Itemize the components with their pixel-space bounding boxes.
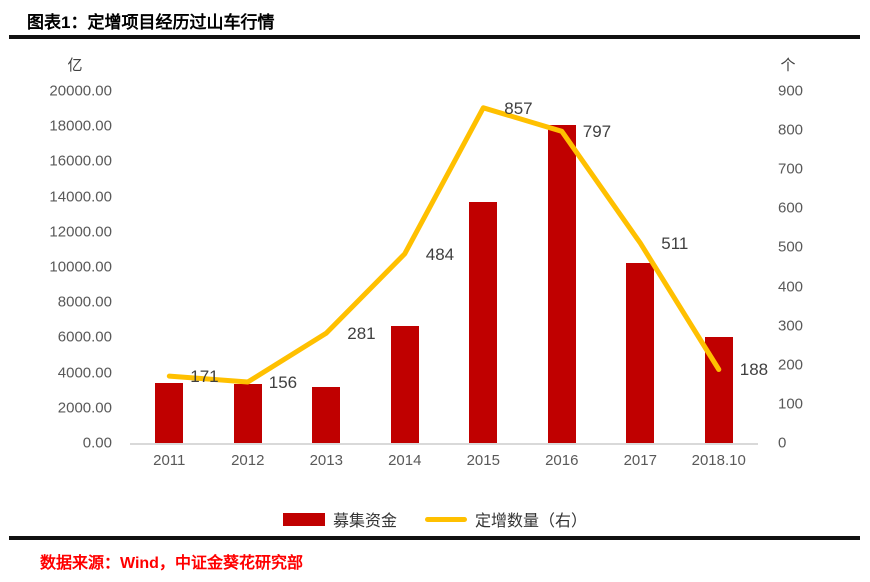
bar-2014: [390, 325, 419, 443]
figure-title: 图表1：定增项目经历过山车行情: [27, 13, 275, 32]
line-point-label-2013: 281: [347, 324, 376, 344]
x-axis-label-2011: 2011: [153, 452, 186, 469]
left-axis-tick: 14000.00: [49, 188, 112, 206]
line-point-label-2016: 797: [582, 122, 612, 142]
right-axis-tick: 700: [778, 160, 804, 178]
right-axis-tick: 100: [778, 395, 804, 413]
bar-2012: [233, 384, 262, 443]
right-axis-unit-label: 个: [780, 57, 796, 74]
x-axis-label-2013: 2013: [309, 452, 343, 469]
left-axis-tick: 4000.00: [57, 364, 112, 382]
legend-item-line-series: 定增数量（右）: [425, 507, 587, 531]
line-series: [166, 105, 722, 385]
left-axis-tick: 8000.00: [57, 293, 112, 311]
bar-2013: [312, 386, 341, 443]
bar-series-label: 募集资金: [332, 513, 397, 530]
left-axis-tick: 16000.00: [49, 152, 112, 170]
x-axis-label-2015: 2015: [466, 452, 500, 469]
title-divider: [9, 35, 860, 39]
left-axis-tick: 18000.00: [49, 117, 112, 135]
bar-series-swatch: [282, 512, 325, 526]
bar-2011: [155, 383, 184, 443]
x-axis-label-2017: 2017: [623, 452, 657, 469]
x-axis-label-2014: 2014: [388, 452, 422, 469]
left-axis-tick: 12000.00: [49, 223, 112, 241]
left-axis-tick: 6000.00: [57, 328, 112, 346]
right-axis-tick: 300: [778, 317, 804, 335]
line-point-label-2011: 171: [190, 367, 219, 387]
line-series-label: 定增数量（右）: [475, 513, 588, 530]
left-axis-tick: 20000.00: [49, 82, 112, 100]
x-axis-label-2016: 2016: [545, 452, 579, 469]
right-axis-tick: 600: [778, 199, 804, 217]
x-axis-label-2018.10: 2018.10: [691, 452, 746, 469]
left-axis-tick: 0.00: [82, 434, 112, 452]
bar-2015: [469, 202, 498, 443]
right-axis-tick: 800: [778, 121, 804, 139]
right-axis-tick: 0: [778, 434, 787, 452]
bar-2017: [626, 263, 655, 443]
line-point-label-2014: 484: [425, 244, 455, 264]
x-axis-label-2012: 2012: [231, 452, 265, 469]
right-axis-tick: 500: [778, 238, 804, 256]
right-axis-tick: 400: [778, 278, 804, 296]
source-note: 数据来源：Wind，中证金葵花研究部: [40, 555, 303, 572]
left-axis-tick: 2000.00: [57, 399, 112, 417]
plot-area: 171 156 281 484 857 797 511 188: [130, 91, 768, 445]
line-point-label-2015: 857: [504, 98, 533, 118]
left-axis-unit-label: 亿: [67, 57, 83, 74]
line-point-label-2017: 511: [661, 234, 689, 254]
right-axis-tick: 900: [778, 82, 804, 100]
legend-item-bar-series: 募集资金: [282, 507, 397, 531]
legend: 募集资金 定增数量（右）: [0, 507, 870, 531]
bar-2016: [547, 124, 576, 443]
right-axis-tick: 200: [778, 356, 804, 374]
line-point-label-2012: 156: [268, 372, 298, 392]
line-point-label-2018.10: 188: [739, 360, 769, 380]
line-series-swatch: [425, 516, 467, 522]
left-axis-tick: 10000.00: [49, 258, 112, 276]
footer-divider: [9, 536, 860, 540]
